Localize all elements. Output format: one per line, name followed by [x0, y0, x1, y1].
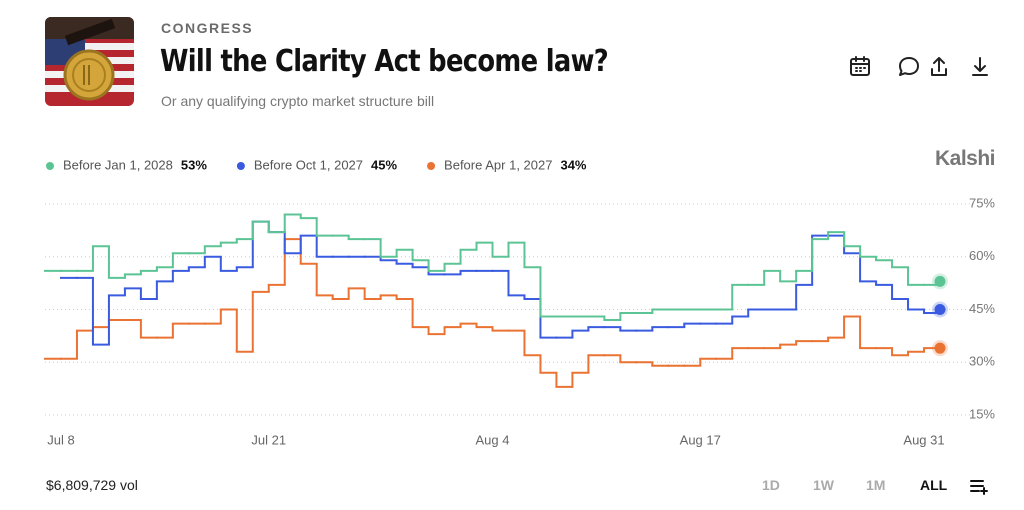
- x-tick-label: Aug 4: [476, 432, 510, 447]
- legend-value: 45%: [371, 157, 397, 172]
- end-dot: [934, 275, 946, 287]
- end-dot: [934, 342, 946, 354]
- legend-value: 34%: [560, 157, 586, 172]
- series-line: [44, 213, 948, 322]
- legend-dot: [46, 162, 54, 170]
- legend-item: Before Jan 1, 2028 53%: [46, 157, 207, 172]
- market-title: Will the Clarity Act become law?: [160, 44, 609, 79]
- range-button[interactable]: 1W: [813, 477, 834, 493]
- legend-dot: [427, 162, 436, 170]
- end-dot: [934, 304, 946, 315]
- legend-dot: [236, 162, 245, 170]
- range-button[interactable]: ALL: [920, 477, 948, 493]
- toolbar: [850, 56, 988, 76]
- x-tick-label: Jul 21: [251, 432, 286, 447]
- legend-value: 53%: [181, 157, 207, 172]
- x-tick-label: Aug 17: [680, 432, 721, 447]
- series-line: [44, 238, 948, 388]
- volume: $6,809,729 vol: [46, 477, 138, 493]
- legend-label: Before Jan 1, 2028: [63, 157, 173, 172]
- share-button[interactable]: [931, 57, 947, 76]
- x-tick-label: Aug 31: [903, 432, 944, 447]
- legend-label: Before Oct 1, 2027: [254, 157, 363, 172]
- y-tick-label: 75%: [969, 195, 995, 210]
- y-tick-label: 30%: [969, 354, 995, 369]
- comment-button[interactable]: [899, 57, 919, 76]
- legend-item: Before Oct 1, 2027 45%: [236, 157, 397, 172]
- y-tick-label: 15%: [969, 406, 995, 421]
- calendar-button[interactable]: [850, 56, 870, 76]
- y-tick-label: 60%: [969, 248, 995, 263]
- y-tick-label: 45%: [969, 301, 995, 316]
- subtitle: Or any qualifying crypto market structur…: [161, 93, 435, 109]
- category: CONGRESS: [161, 20, 254, 36]
- list-button[interactable]: [968, 477, 992, 495]
- range-button[interactable]: 1D: [762, 477, 780, 493]
- x-tick-label: Jul 8: [47, 432, 74, 447]
- range-button[interactable]: 1M: [866, 477, 886, 493]
- download-button[interactable]: [972, 57, 988, 76]
- legend-label: Before Apr 1, 2027: [444, 157, 552, 172]
- legend-item: Before Apr 1, 2027 34%: [427, 157, 587, 172]
- thumbnail: [45, 17, 134, 106]
- brand-logo: Kalshi: [935, 147, 996, 170]
- chart: Before Jan 1, 2028 53% Before Oct 1, 2027 4…: [44, 157, 995, 447]
